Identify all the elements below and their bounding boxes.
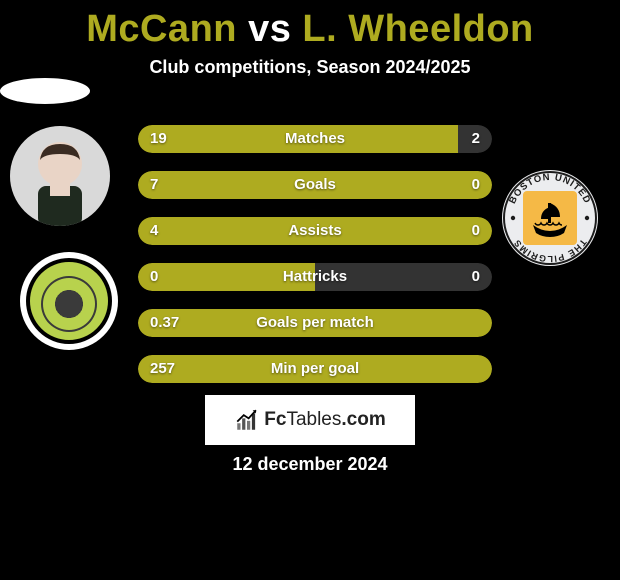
stat-label: Matches <box>138 125 492 153</box>
player-headshot-icon <box>10 126 110 226</box>
club-right-emblem <box>523 191 577 245</box>
stat-row: 40Assists <box>138 217 492 245</box>
stat-label: Hattricks <box>138 263 492 291</box>
brand-text: FcTables.com <box>264 409 385 431</box>
player1-avatar <box>10 126 110 226</box>
stat-row: 257Min per goal <box>138 355 492 383</box>
stat-label: Goals <box>138 171 492 199</box>
comparison-card: McCann vs L. Wheeldon Club competitions,… <box>0 0 620 580</box>
player1-club-badge <box>20 252 118 350</box>
stat-label: Assists <box>138 217 492 245</box>
brand-logo: FcTables.com <box>234 407 385 433</box>
date-line: 12 december 2024 <box>0 454 620 475</box>
player2-avatar <box>0 78 90 104</box>
stat-row: 00Hattricks <box>138 263 492 291</box>
stat-row: 70Goals <box>138 171 492 199</box>
brand-box: FcTables.com <box>205 395 415 445</box>
subtitle: Club competitions, Season 2024/2025 <box>0 57 620 78</box>
player1-name: McCann <box>86 8 237 50</box>
vs-text: vs <box>248 8 291 50</box>
player2-name: L. Wheeldon <box>302 8 533 50</box>
stats-container: 192Matches 70Goals 40Assists 00Hattricks 0.3… <box>138 125 492 401</box>
stat-row: 192Matches <box>138 125 492 153</box>
stat-label: Goals per match <box>138 309 492 337</box>
stat-row: 0.37Goals per match <box>138 309 492 337</box>
stat-label: Min per goal <box>138 355 492 383</box>
chart-trend-icon <box>234 407 260 433</box>
ship-icon <box>529 197 571 239</box>
card-title: McCann vs L. Wheeldon <box>0 0 620 51</box>
player2-club-badge: BOSTON UNITED THE PILGRIMS <box>502 170 598 266</box>
club-badge-inner <box>26 258 112 344</box>
